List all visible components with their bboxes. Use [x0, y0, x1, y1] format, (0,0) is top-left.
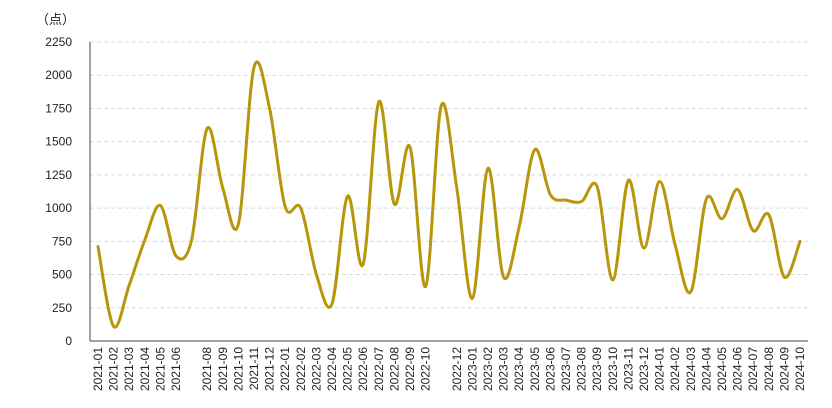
- x-tick-label: 2024-08: [762, 347, 776, 391]
- x-tick-label: 2023-05: [528, 347, 542, 391]
- x-tick-label: 2024-06: [731, 347, 745, 391]
- series-line: [96, 60, 802, 329]
- x-tick-label: 2021-12: [263, 347, 277, 391]
- y-tick-label: 0: [65, 334, 72, 348]
- x-tick-label: 2024-02: [668, 347, 682, 391]
- gridlines: [90, 41, 808, 309]
- x-tick-label: 2023-04: [512, 347, 526, 391]
- y-tick-label: 2250: [45, 35, 72, 49]
- x-tick-label: 2024-05: [715, 347, 729, 391]
- unit-label: （点）: [36, 13, 75, 28]
- x-tick-label: 2023-12: [637, 347, 651, 391]
- x-tick-label: 2021-10: [231, 347, 245, 391]
- x-tick-label: 2023-09: [590, 347, 604, 391]
- x-tick-label: 2022-08: [387, 347, 401, 391]
- x-tick-label: 2022-03: [309, 347, 323, 391]
- y-tick-label: 1750: [45, 101, 72, 115]
- x-tick-label: 2024-04: [699, 347, 713, 391]
- x-tick-label: 2022-05: [341, 347, 355, 391]
- x-tick-label: 2021-02: [107, 347, 121, 391]
- x-tick-label: 2021-08: [200, 347, 214, 391]
- x-tick-label: 2022-01: [278, 347, 292, 391]
- x-tick-label: 2021-03: [122, 347, 136, 391]
- x-axis: 2021-01 2021-02 2021-03 2021-04 2021-05 2021-…: [90, 340, 808, 391]
- x-tick-label: 2023-02: [481, 347, 495, 391]
- x-tick-label: 2022-02: [294, 347, 308, 391]
- x-tick-label: 2022-06: [356, 347, 370, 391]
- y-tick-label: 500: [52, 268, 72, 282]
- x-tick-label: 2023-07: [559, 347, 573, 391]
- x-tick-label: 2024-07: [746, 347, 760, 391]
- x-tick-label: 2021-06: [169, 347, 183, 391]
- y-tick-label: 1250: [45, 168, 72, 182]
- x-tick-label: 2024-01: [653, 347, 667, 391]
- x-tick-label: 2023-06: [543, 347, 557, 391]
- y-tick-label: 250: [52, 301, 72, 315]
- x-tick-label: 2024-09: [777, 347, 791, 391]
- x-tick-label: 2023-01: [465, 347, 479, 391]
- x-tick-label: 2023-11: [621, 347, 635, 390]
- x-tick-label: 2021-01: [91, 347, 105, 391]
- x-tick-label: 2022-10: [419, 347, 433, 391]
- x-tick-label: 2022-12: [450, 347, 464, 391]
- x-tick-label: 2023-03: [497, 347, 511, 391]
- x-tick-label: 2023-10: [606, 347, 620, 391]
- x-tick-label: 2023-08: [575, 347, 589, 391]
- x-tick-label: 2021-09: [216, 347, 230, 391]
- x-tick-label: 2021-05: [153, 347, 167, 391]
- series-group: [96, 60, 802, 329]
- y-axis: 0 250 500 750 1000 1250 1500 1750 2000 2250: [45, 35, 91, 348]
- x-tick-label: 2024-10: [793, 347, 807, 391]
- x-tick-label: 2021-04: [138, 347, 152, 391]
- y-tick-label: 750: [52, 234, 72, 248]
- y-tick-label: 1500: [45, 135, 72, 149]
- x-tick-label: 2022-04: [325, 347, 339, 391]
- x-tick-label: 2022-07: [372, 347, 386, 391]
- x-tick-label: 2024-03: [684, 347, 698, 391]
- x-tick-label: 2022-09: [403, 347, 417, 391]
- x-tick-label: 2021-11: [247, 347, 261, 390]
- y-tick-label: 2000: [45, 68, 72, 82]
- y-tick-label: 1000: [45, 201, 72, 215]
